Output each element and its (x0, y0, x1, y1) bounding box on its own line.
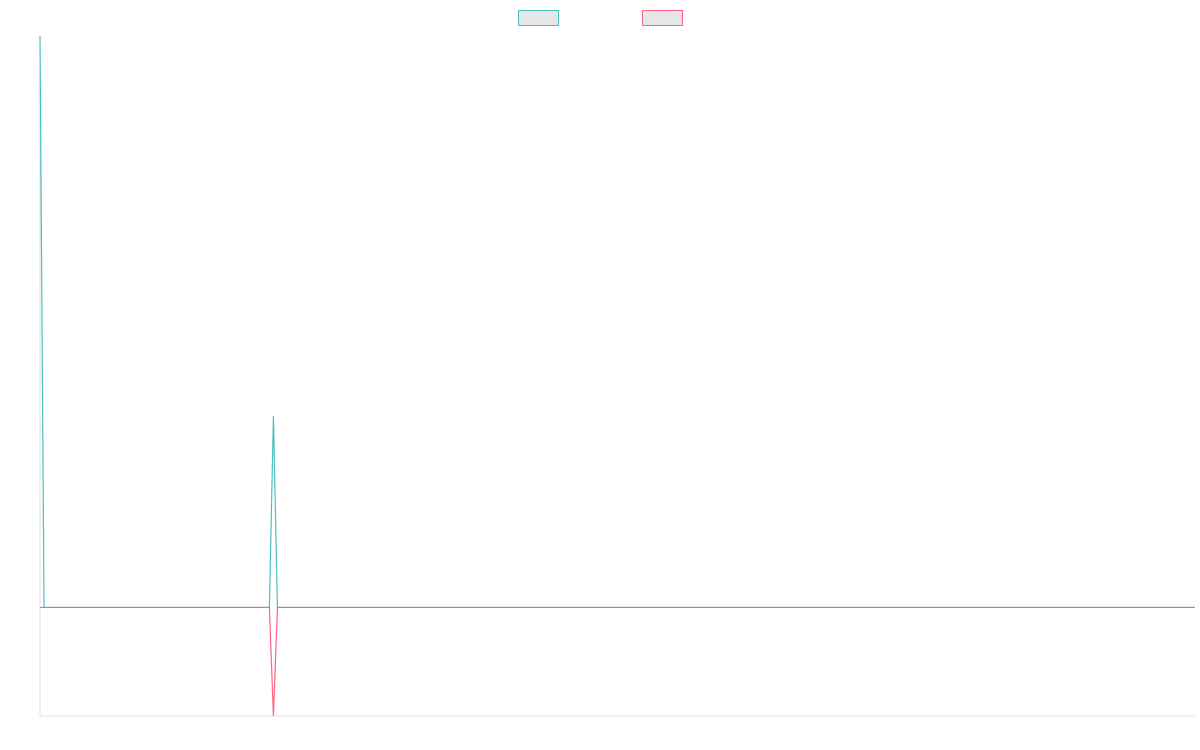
line-series (40, 606, 1195, 717)
legend-swatch (642, 10, 683, 26)
line-series (39, 35, 1195, 609)
legend-swatch (518, 10, 559, 26)
